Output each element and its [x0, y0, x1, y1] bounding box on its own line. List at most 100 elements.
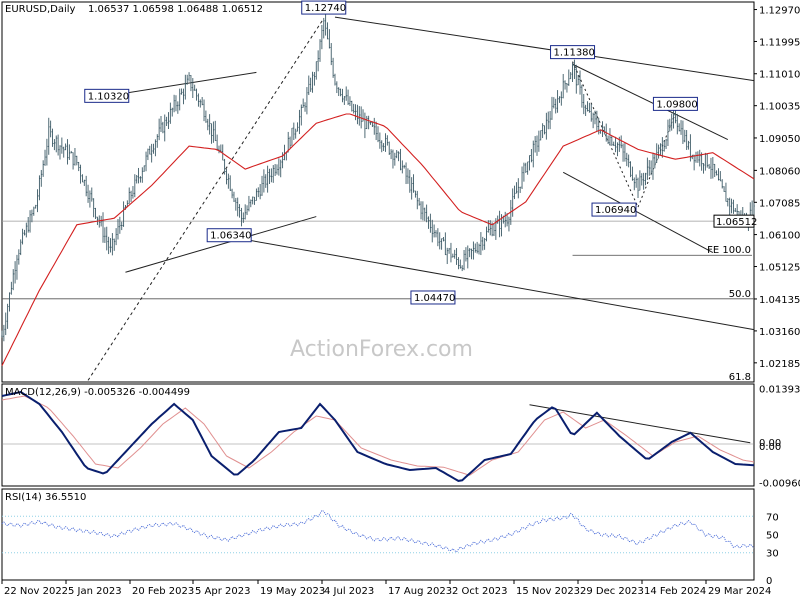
candle — [100, 215, 102, 227]
candle — [539, 130, 542, 141]
macd-tick-label: 0.01393 — [759, 384, 800, 395]
candle — [438, 232, 441, 250]
macd-tick-label: 0.00 — [759, 442, 781, 453]
candle — [77, 161, 80, 172]
candle — [553, 97, 555, 109]
annotation-text: 1.12740 — [305, 3, 346, 14]
candle — [162, 121, 164, 134]
macd-panel[interactable] — [1, 390, 755, 482]
candle — [294, 128, 297, 139]
price-tick-label: 1.05125 — [759, 263, 800, 274]
candle — [367, 115, 370, 130]
candle — [642, 172, 645, 190]
candle — [152, 143, 155, 154]
candle — [205, 110, 207, 123]
candle — [409, 169, 411, 193]
candle — [193, 84, 196, 91]
ohlc-readout: 1.06537 1.06598 1.06488 1.06512 — [88, 4, 263, 15]
candle — [119, 216, 121, 234]
candle — [457, 257, 460, 270]
candle — [249, 199, 252, 208]
candle — [579, 70, 581, 95]
candle — [532, 140, 535, 168]
candle — [218, 145, 220, 154]
candle — [637, 177, 639, 199]
candle — [240, 207, 243, 227]
candle — [178, 88, 181, 111]
candle — [278, 158, 280, 176]
candle — [721, 179, 723, 189]
candle — [440, 238, 443, 250]
candle — [453, 249, 456, 259]
candle — [231, 188, 233, 199]
candle — [148, 145, 151, 155]
candle — [468, 248, 471, 258]
candle — [478, 243, 480, 255]
candle — [76, 155, 78, 166]
candle — [169, 102, 172, 124]
candle — [49, 120, 52, 138]
candle — [105, 226, 108, 251]
candle — [302, 98, 304, 108]
last-price-box — [713, 214, 755, 228]
candle — [612, 141, 615, 146]
candle — [698, 149, 701, 167]
candle — [266, 165, 269, 193]
candle — [68, 144, 71, 160]
candle — [607, 135, 609, 145]
candle — [577, 74, 579, 86]
candle — [682, 120, 684, 144]
candle — [171, 107, 174, 117]
candle — [186, 74, 188, 85]
candle — [734, 208, 737, 212]
candle — [197, 93, 200, 107]
price-panel[interactable]: 1.12740 1.11380 1.10320 1.09800 1.06940 1.063… — [1, 0, 755, 383]
price-tick-label: 1.03160 — [759, 327, 800, 338]
macd-tick-label: -0.009602 — [759, 478, 800, 489]
candle — [427, 216, 430, 229]
candle — [545, 112, 548, 140]
candle — [569, 72, 572, 80]
candle — [423, 207, 426, 221]
rsi-panel[interactable] — [1, 509, 755, 554]
candle — [12, 269, 15, 291]
candle — [72, 152, 74, 170]
candle — [566, 83, 568, 93]
candle — [132, 186, 134, 199]
candle — [547, 111, 550, 130]
candle — [568, 69, 570, 86]
candle — [670, 113, 673, 131]
candle — [588, 102, 591, 113]
candle — [487, 220, 490, 233]
candle — [380, 140, 383, 153]
candle — [710, 157, 712, 179]
candle — [640, 173, 643, 186]
candle — [683, 129, 686, 143]
macd-tick-label: 0.00 — [759, 438, 781, 449]
date-tick-label: 5 Apr 2023 — [195, 586, 250, 597]
candle — [405, 162, 407, 185]
candle — [397, 151, 400, 162]
candle — [429, 213, 432, 233]
candle — [180, 88, 183, 95]
candle — [66, 139, 69, 165]
candle — [390, 149, 392, 160]
candle — [508, 216, 510, 232]
trendline-upper-1 — [104, 71, 257, 97]
candle — [44, 149, 46, 166]
candle — [62, 146, 65, 158]
candle — [339, 88, 342, 97]
candle — [633, 177, 636, 191]
rsi-tick-label: 50 — [766, 531, 779, 542]
price-annotation: 1.09800 — [652, 96, 698, 111]
candle — [422, 201, 424, 221]
candle — [4, 312, 7, 336]
annotation-box — [206, 228, 252, 243]
candle — [506, 213, 508, 227]
candle — [712, 156, 714, 179]
candle — [680, 120, 682, 135]
fib-label: 61.8 — [729, 372, 751, 383]
candle — [296, 122, 299, 132]
date-tick-label: 22 Nov 2022 — [4, 586, 68, 597]
candle — [94, 207, 97, 219]
